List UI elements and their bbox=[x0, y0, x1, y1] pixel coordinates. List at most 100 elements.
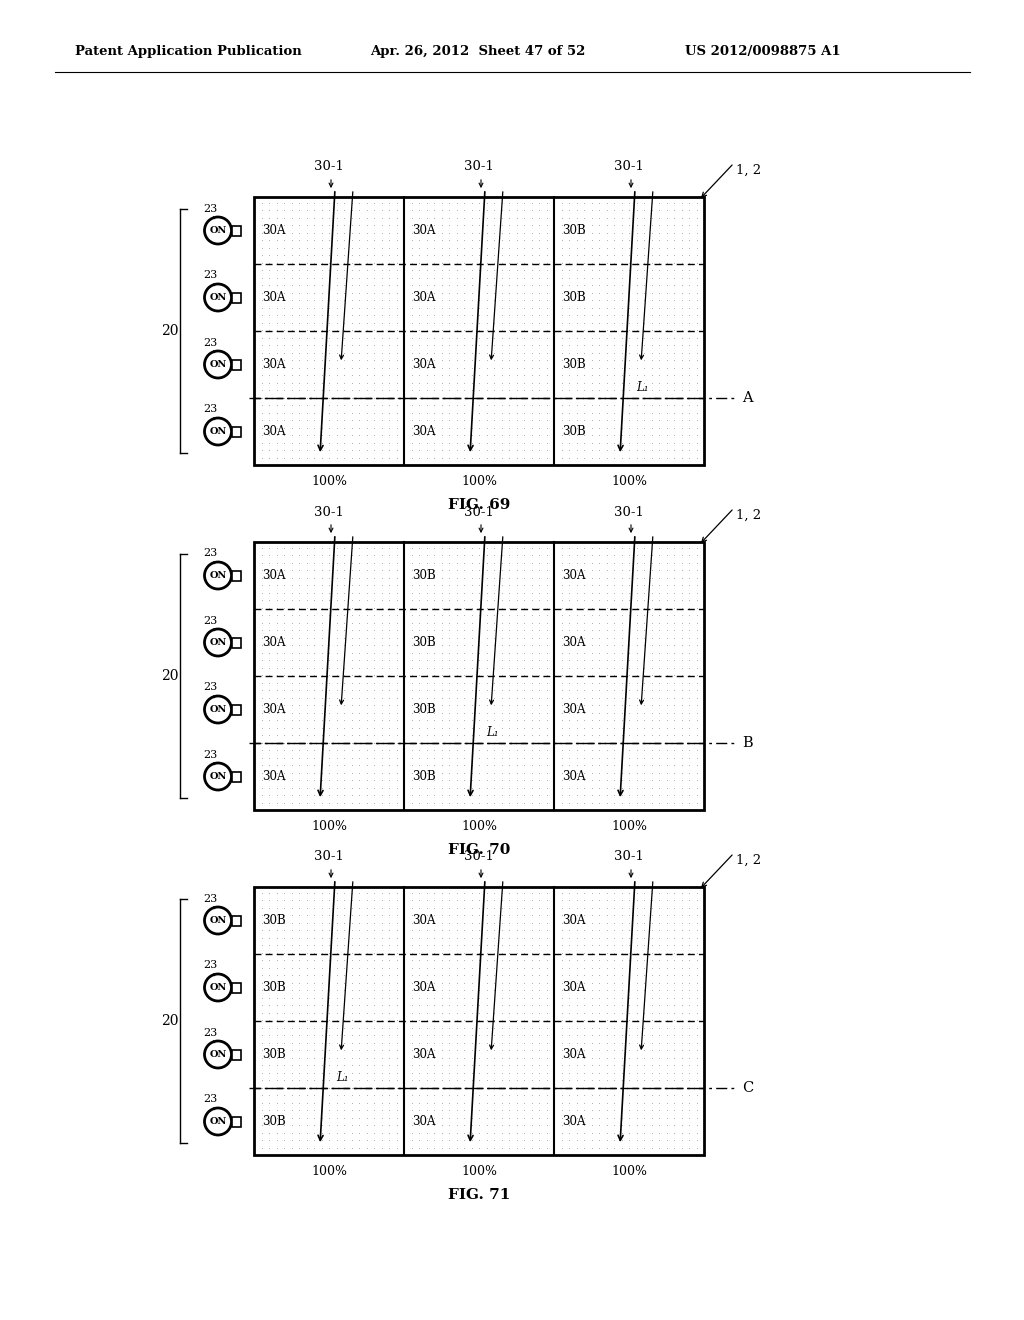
Point bbox=[546, 440, 562, 461]
Point bbox=[336, 342, 352, 363]
Point bbox=[284, 1137, 300, 1158]
Point bbox=[351, 619, 368, 640]
Point bbox=[396, 890, 413, 911]
Point bbox=[313, 920, 330, 941]
Point bbox=[606, 297, 623, 318]
Point bbox=[463, 222, 479, 243]
Point bbox=[666, 199, 682, 220]
Point bbox=[508, 898, 524, 919]
Point bbox=[621, 972, 637, 993]
Point bbox=[358, 260, 375, 281]
Point bbox=[478, 664, 495, 685]
Point bbox=[381, 537, 397, 558]
Point bbox=[411, 1130, 427, 1151]
Point bbox=[403, 297, 420, 318]
Point bbox=[321, 717, 337, 738]
Point bbox=[471, 739, 487, 760]
Point bbox=[366, 792, 382, 813]
Point bbox=[374, 222, 390, 243]
Point bbox=[478, 972, 495, 993]
Point bbox=[613, 1122, 630, 1143]
Point bbox=[291, 1016, 307, 1038]
Point bbox=[343, 784, 359, 805]
Point bbox=[561, 1010, 578, 1031]
Point bbox=[449, 949, 465, 970]
Point bbox=[456, 1010, 472, 1031]
Point bbox=[449, 777, 465, 799]
Point bbox=[568, 191, 585, 213]
Point bbox=[253, 312, 269, 333]
Point bbox=[313, 305, 330, 326]
Point bbox=[374, 1055, 390, 1076]
Point bbox=[381, 238, 397, 259]
Point bbox=[284, 238, 300, 259]
Point bbox=[449, 965, 465, 986]
Point bbox=[381, 297, 397, 318]
Point bbox=[261, 222, 278, 243]
Point bbox=[523, 222, 540, 243]
Point bbox=[681, 312, 697, 333]
Point bbox=[456, 252, 472, 273]
Point bbox=[268, 672, 285, 693]
Point bbox=[674, 1016, 690, 1038]
Point bbox=[313, 927, 330, 948]
Point bbox=[575, 568, 592, 589]
Point bbox=[419, 238, 435, 259]
Point bbox=[351, 686, 368, 708]
Point bbox=[440, 282, 457, 304]
Point bbox=[629, 282, 645, 304]
Point bbox=[613, 725, 630, 746]
Point bbox=[561, 387, 578, 408]
Point bbox=[426, 289, 442, 310]
Point bbox=[471, 635, 487, 656]
Point bbox=[411, 792, 427, 813]
Point bbox=[629, 1039, 645, 1060]
Point bbox=[321, 694, 337, 715]
Point bbox=[568, 372, 585, 393]
Point bbox=[651, 417, 668, 438]
Point bbox=[463, 747, 479, 768]
Point bbox=[598, 717, 614, 738]
Point bbox=[516, 1010, 532, 1031]
Point bbox=[539, 379, 555, 400]
Point bbox=[426, 927, 442, 948]
Point bbox=[403, 597, 420, 618]
Point bbox=[456, 709, 472, 730]
Point bbox=[261, 267, 278, 288]
Point bbox=[253, 912, 269, 933]
Point bbox=[584, 942, 600, 964]
Point bbox=[298, 282, 314, 304]
Point bbox=[440, 409, 457, 430]
Point bbox=[261, 612, 278, 634]
Point bbox=[530, 664, 547, 685]
Point bbox=[643, 574, 659, 595]
Point bbox=[343, 987, 359, 1008]
Point bbox=[419, 244, 435, 265]
Point bbox=[666, 1039, 682, 1060]
Point bbox=[306, 356, 323, 378]
Point bbox=[674, 447, 690, 469]
Point bbox=[651, 1002, 668, 1023]
Point bbox=[471, 904, 487, 925]
Point bbox=[575, 1130, 592, 1151]
Point bbox=[553, 1061, 569, 1082]
Point bbox=[523, 1069, 540, 1090]
Point bbox=[403, 214, 420, 235]
Point bbox=[343, 214, 359, 235]
Point bbox=[471, 755, 487, 776]
Point bbox=[651, 935, 668, 956]
Point bbox=[306, 191, 323, 213]
Point bbox=[321, 657, 337, 678]
Point bbox=[494, 1047, 510, 1068]
Point bbox=[568, 350, 585, 371]
Point bbox=[463, 342, 479, 363]
Point bbox=[321, 664, 337, 685]
Point bbox=[306, 635, 323, 656]
Point bbox=[606, 890, 623, 911]
Point bbox=[298, 882, 314, 903]
Point bbox=[584, 904, 600, 925]
Point bbox=[485, 1092, 502, 1113]
Point bbox=[374, 1077, 390, 1098]
Point bbox=[306, 686, 323, 708]
Point bbox=[485, 1024, 502, 1045]
